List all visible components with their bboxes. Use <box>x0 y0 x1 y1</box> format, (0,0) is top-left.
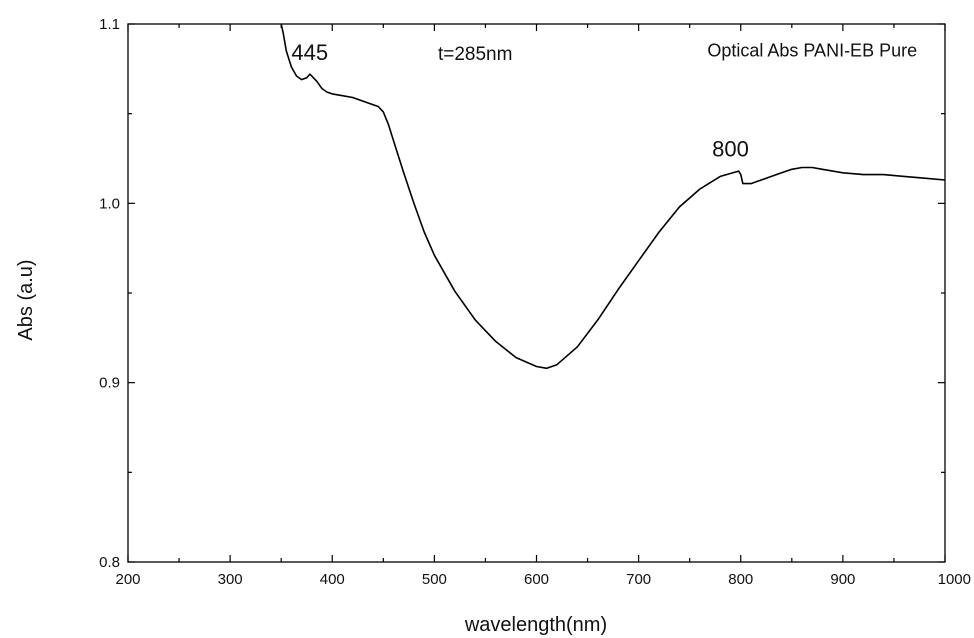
x-tick-label: 800 <box>728 571 753 588</box>
x-axis-title: wavelength(nm) <box>464 614 607 636</box>
x-tick-label: 500 <box>422 571 447 588</box>
x-tick-label: 200 <box>115 571 140 588</box>
annotation-label: t=285nm <box>438 44 512 65</box>
x-tick-label: 300 <box>218 571 243 588</box>
annotation-label: 445 <box>291 40 328 65</box>
annotation-label: 800 <box>712 137 749 162</box>
x-tick-label: 1000 <box>938 571 971 588</box>
y-tick-label: 1.0 <box>99 195 120 212</box>
absorbance-curve <box>280 23 946 370</box>
y-axis-title: Abs (a.u) <box>15 259 37 340</box>
plot-frame <box>127 23 946 563</box>
x-tick-label: 900 <box>830 571 855 588</box>
axis-ticks <box>127 23 946 563</box>
x-tick-label: 700 <box>626 571 651 588</box>
axis-tick-labels: 200 300 400 500 600 700 800 900 1000 0.8 0.9 1.0 1.1 <box>99 16 971 588</box>
x-tick-label: 600 <box>524 571 549 588</box>
y-tick-label: 1.1 <box>99 16 120 33</box>
y-tick-label: 0.9 <box>99 375 120 392</box>
y-tick-label: 0.8 <box>99 554 120 571</box>
chart-annotations: 445 t=285nm Optical Abs PANI-EB Pure 800 <box>291 40 917 162</box>
annotation-label: Optical Abs PANI-EB Pure <box>707 40 917 60</box>
x-tick-label: 400 <box>320 571 345 588</box>
